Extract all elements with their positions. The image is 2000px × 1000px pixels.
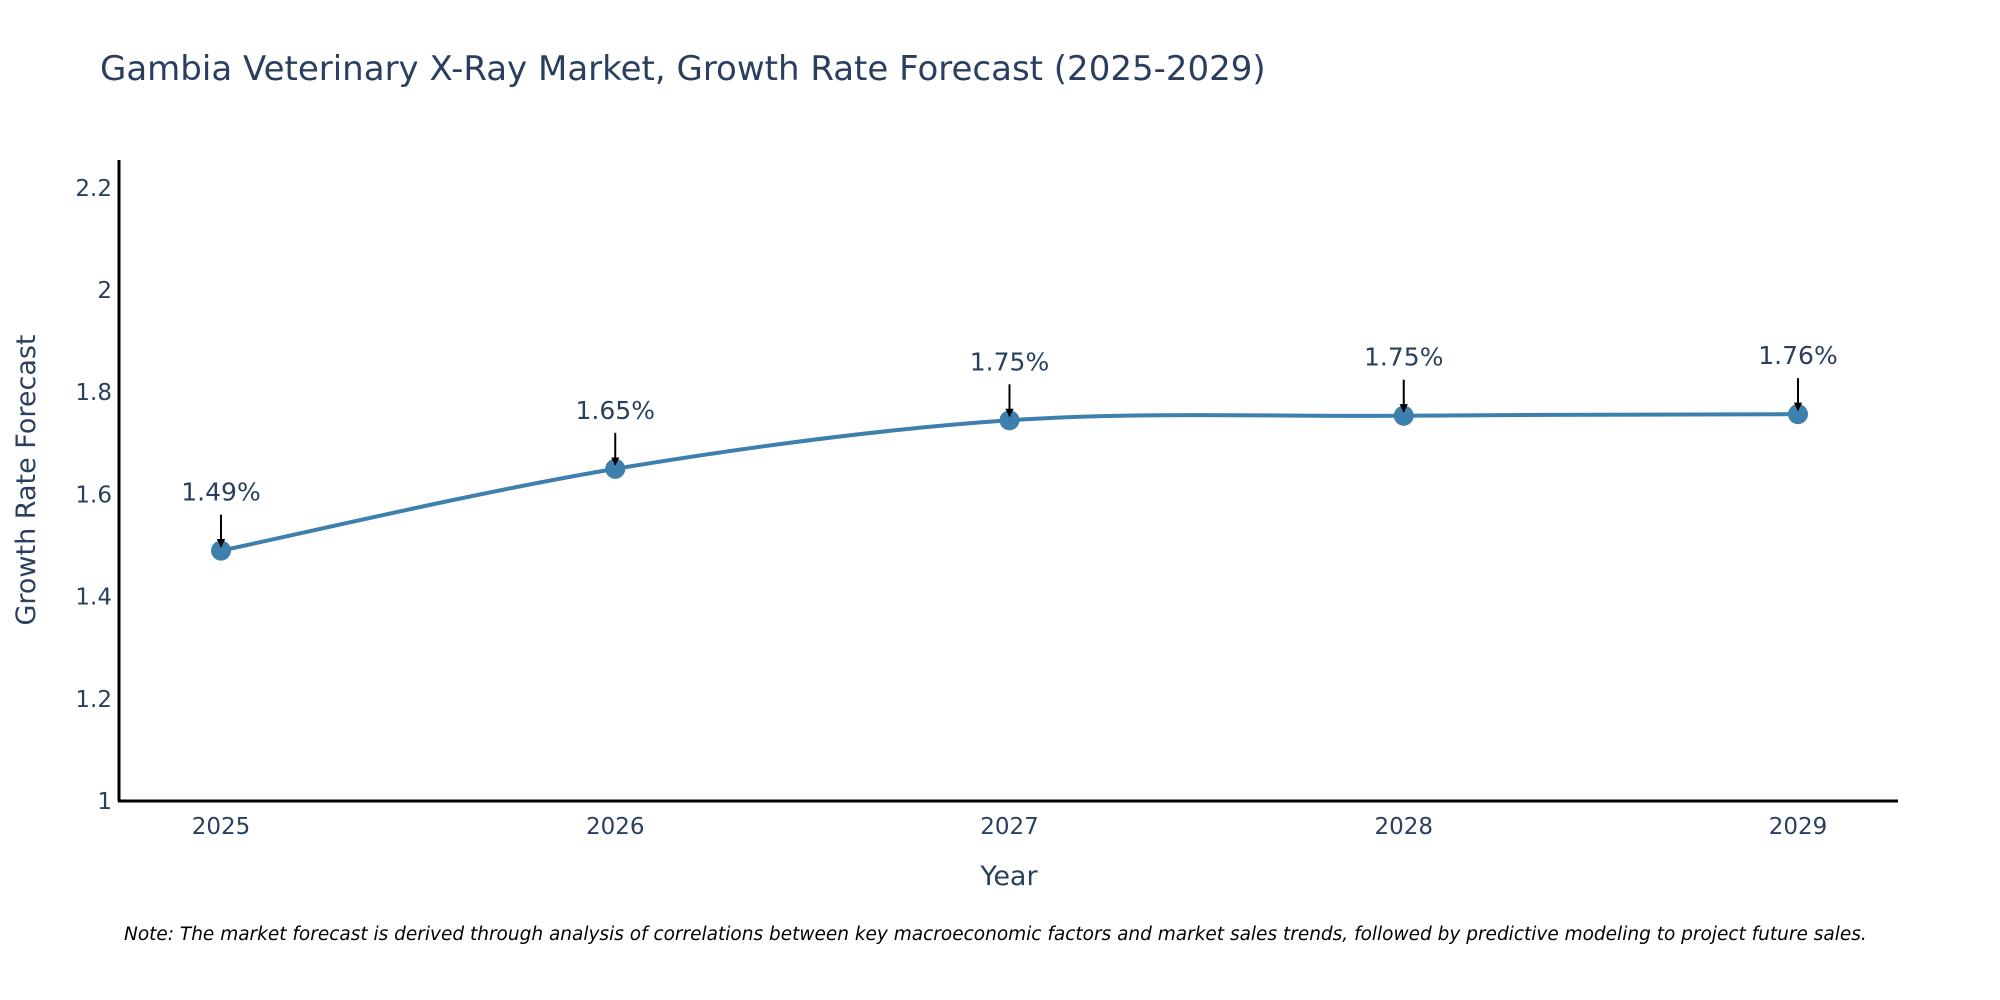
x-tick-label: 2026 bbox=[586, 814, 645, 840]
y-axis-title: Growth Rate Forecast bbox=[11, 334, 42, 625]
data-label: 1.76% bbox=[1758, 341, 1837, 370]
y-tick-label: 1.8 bbox=[75, 380, 112, 406]
data-label: 1.75% bbox=[970, 347, 1049, 376]
x-tick-label: 2029 bbox=[1769, 814, 1828, 840]
data-point bbox=[211, 540, 231, 561]
y-tick-label: 2 bbox=[97, 278, 112, 304]
footnote: Note: The market forecast is derived thr… bbox=[124, 924, 1867, 945]
y-tick-label: 2.2 bbox=[75, 176, 112, 202]
data-label: 1.49% bbox=[181, 478, 260, 507]
data-label: 1.65% bbox=[576, 396, 655, 425]
data-annotations: 1.49% 1.65% 1.75% 1.75% 1.76% bbox=[181, 341, 1838, 548]
y-tick-label: 1.4 bbox=[75, 585, 112, 611]
x-tick-label: 2028 bbox=[1374, 814, 1433, 840]
y-tick-label: 1.2 bbox=[75, 687, 112, 713]
series-line bbox=[220, 412, 1799, 553]
y-tick-label: 1.6 bbox=[75, 482, 112, 508]
x-tick-label: 2027 bbox=[980, 814, 1039, 840]
x-tick-label: 2025 bbox=[192, 814, 251, 840]
data-label: 1.75% bbox=[1364, 343, 1443, 372]
y-tick-label: 1 bbox=[97, 789, 112, 815]
data-point bbox=[999, 410, 1020, 431]
data-point bbox=[1393, 405, 1414, 426]
y-axis-ticks: 1 1.2 1.4 1.6 1.8 2 2.2 bbox=[75, 176, 112, 815]
x-axis-ticks: 2025 2026 2027 2028 2029 bbox=[192, 814, 1828, 840]
data-point bbox=[1788, 404, 1808, 425]
chart-title: Gambia Veterinary X-Ray Market, Growth R… bbox=[100, 49, 1266, 89]
data-point bbox=[605, 458, 626, 479]
data-points bbox=[211, 404, 1808, 561]
x-axis-title: Year bbox=[979, 861, 1038, 892]
